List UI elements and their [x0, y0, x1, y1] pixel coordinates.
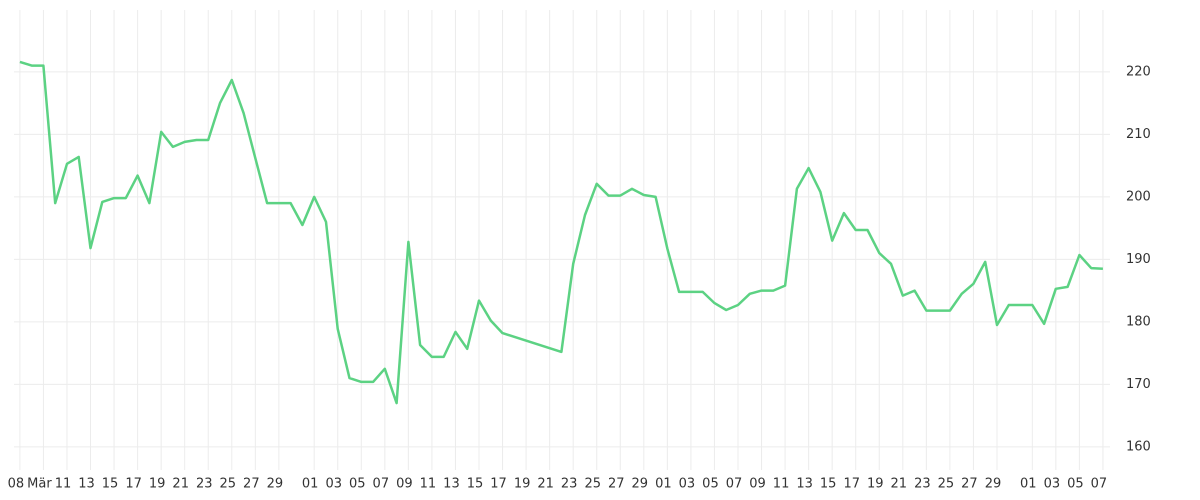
x-tick-label: 11 — [773, 477, 790, 492]
x-tick-label: 05 — [702, 477, 719, 492]
x-tick-label: 17 — [125, 477, 142, 492]
x-tick-label: 21 — [891, 477, 908, 492]
x-tick-label: 11 — [55, 477, 72, 492]
y-tick-label: 180 — [1126, 314, 1151, 329]
x-tick-label: 03 — [679, 477, 696, 492]
x-tick-label: 15 — [820, 477, 837, 492]
x-tick-label: 03 — [1044, 477, 1061, 492]
x-tick-label: 05 — [1067, 477, 1084, 492]
x-tick-label: 25 — [938, 477, 955, 492]
x-tick-label: 19 — [149, 477, 166, 492]
x-tick-label: 21 — [172, 477, 189, 492]
x-tick-label: 23 — [561, 477, 578, 492]
x-tick-label: 25 — [220, 477, 237, 492]
x-tick-label: 11 — [420, 477, 437, 492]
x-tick-label: Mär — [27, 477, 52, 492]
x-tick-label: 08 — [8, 477, 25, 492]
x-tick-label: 17 — [490, 477, 507, 492]
y-tick-label: 200 — [1126, 189, 1151, 204]
x-tick-label: 07 — [726, 477, 743, 492]
y-tick-label: 220 — [1126, 64, 1151, 79]
x-tick-label: 07 — [373, 477, 390, 492]
x-tick-label: 19 — [867, 477, 884, 492]
y-tick-label: 160 — [1126, 439, 1151, 454]
x-tick-label: 15 — [102, 477, 119, 492]
x-tick-label: 09 — [396, 477, 413, 492]
x-tick-label: 01 — [1020, 477, 1037, 492]
x-tick-label: 21 — [537, 477, 554, 492]
x-tick-label: 29 — [985, 477, 1002, 492]
x-tick-label: 27 — [961, 477, 978, 492]
y-tick-label: 210 — [1126, 127, 1151, 142]
x-tick-label: 23 — [914, 477, 931, 492]
x-tick-label: 01 — [655, 477, 672, 492]
x-tick-label: 01 — [302, 477, 319, 492]
x-tick-label: 27 — [608, 477, 625, 492]
y-tick-label: 170 — [1126, 377, 1151, 392]
x-tick-label: 15 — [467, 477, 484, 492]
x-tick-label: 03 — [325, 477, 342, 492]
x-tick-label: 19 — [514, 477, 531, 492]
x-tick-label: 13 — [796, 477, 813, 492]
x-tick-label: 23 — [196, 477, 213, 492]
x-tick-label: 13 — [443, 477, 460, 492]
y-tick-label: 190 — [1126, 252, 1151, 267]
x-tick-label: 09 — [749, 477, 766, 492]
line — [19, 60, 1103, 405]
x-tick-label: 29 — [632, 477, 649, 492]
x-tick-label: 13 — [78, 477, 95, 492]
x-tick-label: 05 — [349, 477, 366, 492]
x-tick-label: 27 — [243, 477, 260, 492]
x-tick-label: 29 — [267, 477, 284, 492]
x-tick-label: 07 — [1091, 477, 1108, 492]
x-tick-label: 25 — [584, 477, 601, 492]
x-tick-label: 17 — [843, 477, 860, 492]
